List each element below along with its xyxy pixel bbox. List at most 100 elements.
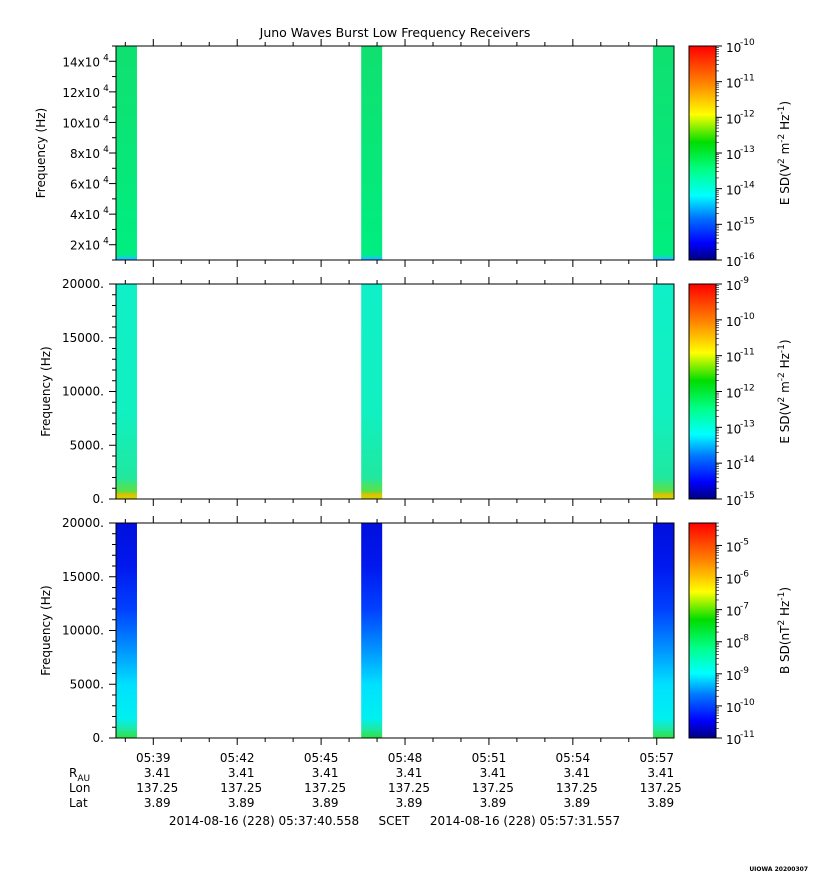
colorbar-tick-label: 10	[726, 733, 741, 747]
ephemeris-value: 3.41	[396, 766, 423, 780]
ephemeris-value: 3.41	[228, 766, 255, 780]
colorbar-tick-label: 10	[726, 41, 741, 55]
colorbar-tick-label: 10	[726, 458, 741, 472]
burst-bottom-0	[116, 523, 137, 738]
x-tick-label: 05:42	[220, 751, 255, 765]
y-tick-exponent: 4	[103, 114, 109, 124]
time-range-scet: SCET	[379, 814, 411, 828]
ephemeris-value: 3.41	[312, 766, 339, 780]
ephemeris-row-label: Lat	[69, 796, 88, 810]
colorbar-tick-label: 10	[726, 255, 741, 269]
colorbar-tick-exponent: -9	[740, 276, 749, 286]
y-tick-label: 0.	[93, 492, 104, 506]
burst-bottom-2	[653, 523, 674, 738]
y-tick-label: 5000.	[70, 677, 104, 691]
panel-frame-top	[115, 45, 675, 261]
x-tick-label: 05:39	[136, 751, 171, 765]
y-tick-label: 20000.	[62, 516, 104, 530]
colorbar-tick-exponent: -11	[740, 348, 755, 358]
chart-title: Juno Waves Burst Low Frequency Receivers	[259, 25, 531, 40]
colorbar-tick-exponent: -10	[740, 38, 755, 48]
colorbar-tick-label: 10	[726, 77, 741, 91]
colorbar-tick-exponent: -11	[740, 74, 755, 84]
colorbar-tick-label: 10	[726, 605, 741, 619]
colorbar-tick-label: 10	[726, 494, 741, 508]
y-tick-label: 0.	[93, 731, 104, 745]
ephemeris-value: 3.41	[647, 766, 674, 780]
ephemeris-value: 3.41	[563, 766, 590, 780]
colorbar-tick-exponent: -14	[740, 181, 755, 191]
y-tick-exponent: 4	[103, 206, 109, 216]
colorbar-tick-label: 10	[726, 637, 741, 651]
colorbar-tick-label: 10	[726, 540, 741, 554]
colorbar-tick-exponent: -10	[740, 698, 755, 708]
ephemeris-value: 3.89	[647, 796, 674, 810]
panel-middle: 0. 5000. 10000. 15000. 20000. Frequency (Hz) 1…	[39, 276, 792, 508]
colorbar-tick-exponent: -12	[740, 109, 755, 119]
ephemeris-row-label: RAU	[69, 766, 90, 784]
colorbar-tick-label: 10	[726, 315, 741, 329]
burst-base-0	[116, 257, 137, 260]
y-tick-label: 10000.	[62, 385, 104, 399]
y-tick-label: 4x10	[70, 208, 100, 222]
colorbar-label: E SD(V2 m-2 Hz-1)	[777, 101, 792, 205]
ephemeris-value: 3.89	[228, 796, 255, 810]
burst-middle-1	[361, 284, 383, 499]
ephemeris-value: 137.25	[640, 781, 682, 795]
colorbar-tick-exponent: -16	[740, 252, 755, 262]
ephemeris-value: 137.25	[220, 781, 262, 795]
colorbar-tick-label: 10	[726, 701, 741, 715]
ephemeris-value: 137.25	[388, 781, 430, 795]
y-tick-exponent: 4	[103, 53, 109, 63]
colorbar-tick-label: 10	[726, 351, 741, 365]
x-tick-label: 05:48	[388, 751, 423, 765]
colorbar-label: E SD(V2 m-2 Hz-1)	[777, 339, 792, 443]
y-axis-label: Frequency (Hz)	[34, 108, 48, 199]
x-tick-label: 05:54	[556, 751, 591, 765]
y-tick-label: 10x10	[62, 116, 100, 130]
y-tick-label: 14x10	[62, 55, 100, 69]
y-tick-exponent: 4	[103, 176, 109, 186]
ephemeris-value: 3.89	[144, 796, 171, 810]
colorbar-label: B SD(nT2 Hz-1)	[777, 587, 792, 674]
colorbar-tick-exponent: -6	[740, 570, 749, 580]
colorbar-top	[688, 45, 717, 261]
ephemeris-value: 3.41	[480, 766, 507, 780]
panel-bottom: 0. 5000. 10000. 15000. 20000. Frequency (Hz) 1…	[39, 516, 792, 747]
colorbar-tick-label: 10	[726, 148, 741, 162]
y-tick-label: 2x10	[70, 239, 100, 253]
y-tick-label: 20000.	[62, 277, 104, 291]
y-tick-exponent: 4	[103, 237, 109, 247]
y-tick-label: 15000.	[62, 570, 104, 584]
colorbar-tick-label: 10	[726, 669, 741, 683]
burst-top-1	[361, 46, 383, 260]
y-tick-label: 6x10	[70, 178, 100, 192]
y-tick-label: 10000.	[62, 624, 104, 638]
colorbar-middle	[688, 283, 717, 500]
ephemeris-value: 137.25	[556, 781, 598, 795]
burst-base-1	[361, 257, 383, 260]
colorbar-tick-exponent: -5	[740, 537, 749, 547]
colorbar-tick-exponent: -13	[740, 419, 755, 429]
colorbar-tick-exponent: -11	[740, 730, 755, 740]
colorbar-tick-exponent: -7	[740, 602, 749, 612]
colorbar-bottom	[688, 522, 717, 739]
y-axis-label: Frequency (Hz)	[39, 585, 53, 676]
colorbar-tick-label: 10	[726, 387, 741, 401]
ephemeris-value: 3.41	[144, 766, 171, 780]
x-axis: 05:39 05:42 05:45 05:48 05:51 05:54 05:57 RAU 3.…	[69, 751, 682, 810]
colorbar-tick-exponent: -8	[740, 634, 749, 644]
ephemeris-value: 137.25	[304, 781, 346, 795]
colorbar-tick-label: 10	[726, 279, 741, 293]
ephemeris-value: 137.25	[136, 781, 178, 795]
y-tick-label: 12x10	[62, 86, 100, 100]
burst-top-2	[653, 46, 674, 260]
colorbar-tick-label: 10	[726, 184, 741, 198]
ephemeris-value: 3.89	[480, 796, 507, 810]
burst-top-0	[116, 46, 137, 260]
ephemeris-value: 3.89	[312, 796, 339, 810]
colorbar-tick-exponent: -15	[740, 216, 755, 226]
